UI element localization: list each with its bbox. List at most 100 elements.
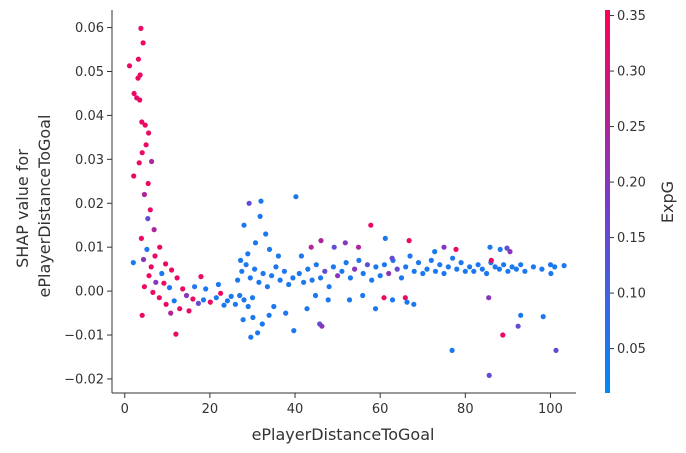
- data-point: [283, 310, 289, 316]
- data-point: [382, 235, 388, 241]
- data-point: [467, 264, 473, 270]
- data-point: [143, 142, 149, 148]
- data-point: [277, 277, 283, 283]
- data-point: [507, 249, 513, 255]
- colorbar-tick-label: 0.15: [617, 231, 646, 246]
- scatter-points: [126, 25, 567, 378]
- y-tick-label: 0.00: [75, 285, 104, 300]
- data-point: [428, 257, 434, 263]
- data-point: [509, 264, 515, 270]
- data-point: [147, 207, 153, 213]
- data-point: [343, 260, 349, 266]
- data-point: [407, 253, 413, 259]
- y-axis-label-line-2: ePlayerDistanceToGoal: [35, 115, 54, 298]
- data-point: [148, 264, 154, 270]
- data-point: [342, 240, 348, 246]
- data-point: [501, 262, 507, 268]
- data-point: [319, 323, 325, 329]
- data-point: [243, 262, 249, 268]
- data-point: [368, 222, 374, 228]
- x-tick-label: 20: [202, 402, 219, 417]
- data-point: [308, 244, 314, 250]
- data-point: [450, 255, 456, 261]
- data-point: [432, 249, 438, 255]
- data-point: [247, 275, 253, 281]
- data-point: [142, 122, 148, 128]
- data-point: [372, 306, 379, 312]
- data-point: [174, 275, 180, 281]
- data-point: [130, 260, 136, 266]
- colorbar: [605, 10, 610, 393]
- data-point: [252, 266, 258, 272]
- data-point: [153, 279, 159, 285]
- data-point: [356, 257, 362, 263]
- data-point: [269, 273, 275, 279]
- data-point: [149, 158, 155, 165]
- data-point: [479, 266, 485, 272]
- y-tick-label: 0.03: [75, 153, 104, 168]
- data-point: [445, 264, 451, 270]
- colorbar-label: ExpG: [658, 181, 677, 223]
- data-point: [171, 298, 177, 304]
- data-point: [486, 295, 492, 301]
- y-tick-label: 0.02: [75, 197, 104, 212]
- data-point: [515, 323, 521, 329]
- data-point: [180, 286, 186, 292]
- data-point: [145, 180, 151, 187]
- data-point: [256, 279, 262, 285]
- data-point: [518, 312, 524, 318]
- x-tick-label: 60: [372, 402, 389, 417]
- data-point: [258, 198, 264, 204]
- data-point: [364, 262, 370, 268]
- data-point: [259, 321, 265, 327]
- data-point: [513, 266, 520, 272]
- data-point: [139, 119, 145, 125]
- data-point: [126, 63, 133, 69]
- data-point: [131, 90, 137, 97]
- data-point: [373, 264, 379, 270]
- data-point: [141, 191, 147, 198]
- data-point: [437, 262, 443, 268]
- y-axis-label-line-1: SHAP value for: [13, 149, 32, 268]
- colorbar-tick-label: 0.30: [617, 65, 646, 80]
- data-point: [151, 227, 157, 233]
- data-point: [146, 273, 152, 279]
- y-tick-label: −0.02: [64, 372, 104, 387]
- data-point: [441, 244, 447, 250]
- data-point: [271, 303, 277, 310]
- data-point: [313, 262, 319, 268]
- data-point: [150, 289, 156, 295]
- data-point: [168, 310, 174, 316]
- y-tick-label: −0.01: [64, 329, 104, 344]
- data-point: [381, 262, 387, 268]
- data-point: [228, 293, 234, 299]
- data-point: [325, 297, 331, 303]
- data-point: [301, 279, 307, 285]
- data-point: [250, 314, 256, 321]
- data-point: [252, 240, 259, 246]
- data-point: [159, 270, 165, 277]
- colorbar-tick-label: 0.10: [617, 287, 646, 302]
- data-point: [411, 301, 417, 307]
- data-point: [221, 302, 227, 308]
- data-point: [505, 268, 511, 274]
- data-point: [241, 222, 247, 228]
- data-point: [293, 194, 299, 200]
- data-point: [403, 264, 409, 270]
- data-point: [389, 297, 396, 303]
- data-point: [381, 295, 387, 301]
- data-point: [138, 25, 144, 31]
- data-point: [561, 263, 567, 269]
- data-point: [486, 372, 492, 378]
- data-point: [454, 266, 460, 272]
- data-point: [330, 264, 336, 270]
- data-point: [255, 330, 261, 336]
- x-tick-label: 40: [287, 402, 304, 417]
- data-point: [420, 270, 426, 277]
- data-point: [224, 298, 230, 304]
- x-axis-label: ePlayerDistanceToGoal: [252, 425, 435, 444]
- data-point: [398, 275, 405, 281]
- data-point: [152, 253, 158, 259]
- data-point: [304, 306, 310, 312]
- data-point: [144, 246, 150, 252]
